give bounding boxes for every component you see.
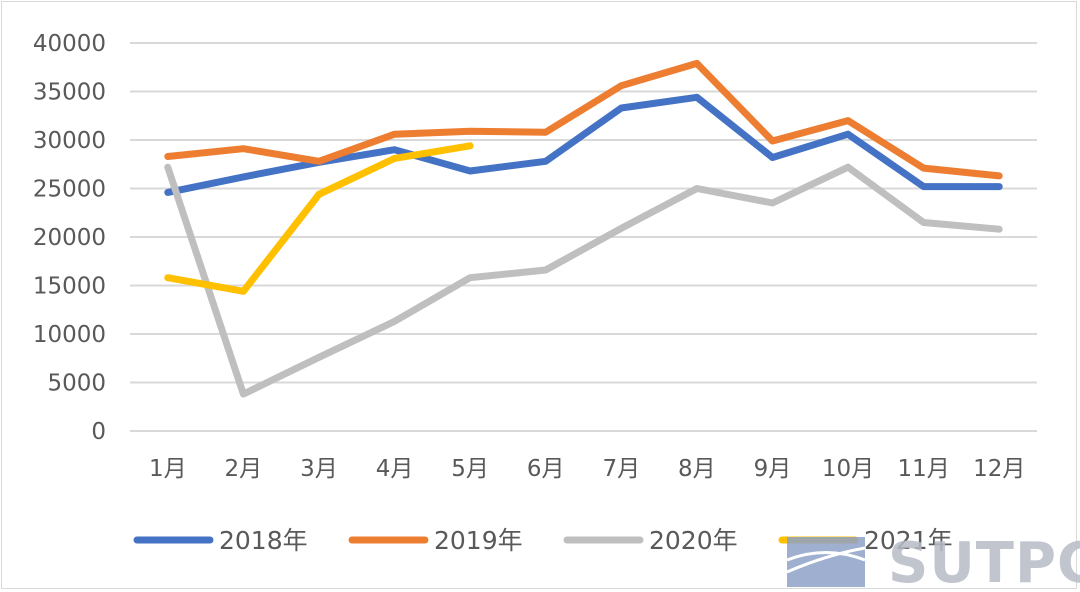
x-tick-label: 10月 — [822, 456, 874, 482]
y-tick-label: 40000 — [33, 31, 106, 57]
y-tick-label: 5000 — [47, 371, 106, 397]
x-tick-label: 3月 — [300, 456, 338, 482]
x-tick-label: 4月 — [376, 456, 414, 482]
legend-label: 2021年 — [864, 526, 953, 555]
x-axis-ticks: 1月 2月 3月 4月 5月 6月 7月 8月 9月 10月 11月 12月 — [149, 456, 1025, 482]
y-axis-ticks: 0 5000 10000 15000 20000 25000 30000 35000 40000 — [33, 31, 106, 445]
x-tick-label: 1月 — [149, 456, 187, 482]
series-line-3 — [164, 163, 1003, 398]
y-tick-label: 10000 — [33, 322, 106, 348]
legend: 2018年 2019年 2020年 2021年 — [133, 526, 953, 555]
y-tick-label: 35000 — [33, 80, 106, 106]
series-line-4 — [164, 142, 474, 295]
watermark-text: SUTPC — [888, 531, 1080, 592]
x-tick-label: 9月 — [754, 456, 792, 482]
x-tick-label: 8月 — [678, 456, 716, 482]
watermark-logo-icon — [787, 537, 865, 587]
sutpc-watermark: SUTPC — [786, 531, 1080, 592]
x-tick-label: 12月 — [973, 456, 1025, 482]
legend-label: 2018年 — [219, 526, 308, 555]
x-tick-label: 11月 — [897, 456, 949, 482]
legend-label: 2020年 — [649, 526, 738, 555]
series-line-1 — [164, 93, 1003, 196]
x-tick-label: 2月 — [225, 456, 263, 482]
x-tick-label: 6月 — [527, 456, 565, 482]
y-tick-label: 30000 — [33, 128, 106, 154]
watermark-logo-curve — [786, 546, 866, 574]
y-tick-label: 20000 — [33, 225, 106, 251]
legend-label: 2019年 — [434, 526, 523, 555]
series-line-2 — [164, 59, 1003, 180]
series-lines — [164, 59, 1003, 398]
y-tick-label: 0 — [91, 419, 106, 445]
y-tick-label: 15000 — [33, 274, 106, 300]
x-tick-label: 7月 — [602, 456, 640, 482]
x-tick-label: 5月 — [451, 456, 489, 482]
y-tick-label: 25000 — [33, 177, 106, 203]
gridlines — [130, 42, 1037, 432]
